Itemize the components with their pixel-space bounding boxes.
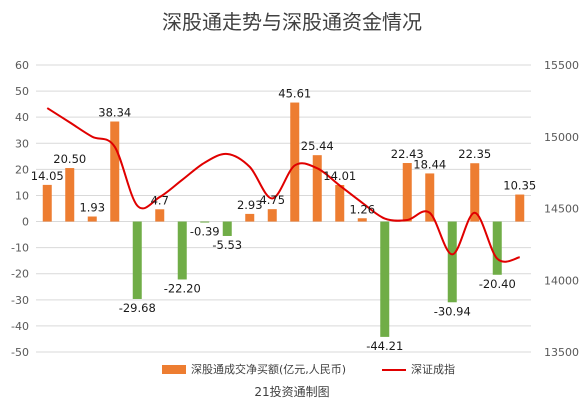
source-caption: 21投资通制图 [254, 384, 329, 399]
axis-ticks: 60 50 40 30 20 10 0 -10 -20 -30 -40 -50 15500 15000 14… [11, 59, 579, 359]
bar [425, 173, 435, 222]
bar-value-label: 20.50 [53, 152, 86, 166]
bar-value-label: 45.61 [278, 87, 311, 101]
bar-value-label: -22.20 [164, 281, 201, 295]
bar-value-label: 4.7 [151, 193, 169, 207]
bar [492, 221, 502, 275]
bar [515, 194, 525, 222]
bar-value-label: 25.44 [301, 139, 334, 153]
bar [87, 216, 97, 222]
index-line [46, 107, 520, 263]
legend: 深股通成交净买额(亿元,人民币) 深证成指 [162, 362, 455, 376]
left-axis-tick-label: 0 [22, 216, 29, 229]
left-axis-tick-label: -50 [11, 346, 29, 359]
bar-value-label: 1.93 [79, 201, 105, 215]
line-series [46, 107, 520, 263]
bar [42, 184, 52, 222]
bar [110, 121, 120, 222]
bar [245, 213, 255, 222]
legend-swatch-bar [162, 365, 186, 374]
bar [132, 221, 142, 299]
bar-value-label: 22.35 [458, 147, 491, 161]
left-axis-tick-label: 10 [15, 189, 29, 202]
left-axis-tick-label: 20 [15, 163, 29, 176]
left-axis-tick-label: -40 [11, 320, 29, 333]
bar [200, 221, 210, 223]
right-axis-tick-label: 15000 [544, 131, 579, 144]
bar [222, 221, 232, 236]
bar-value-label: 38.34 [98, 106, 131, 120]
bar-value-label: -29.68 [119, 301, 156, 315]
right-axis-tick-label: 14000 [544, 274, 579, 287]
bar [155, 209, 165, 222]
bar [290, 102, 300, 222]
bar-series [42, 102, 525, 337]
bar [267, 209, 277, 222]
left-axis-tick-label: 30 [15, 137, 29, 150]
bar-value-label: -30.94 [434, 304, 471, 318]
bar-value-label: 14.01 [323, 169, 356, 183]
bar [380, 221, 390, 337]
bar-value-label: 14.05 [31, 169, 64, 183]
right-axis-tick-label: 14500 [544, 203, 579, 216]
left-axis-tick-label: -10 [11, 242, 29, 255]
bar-value-label: 10.35 [503, 179, 536, 193]
left-axis-tick-label: -20 [11, 268, 29, 281]
data-labels: 14.0520.501.9338.34-29.684.7-22.20-0.39-… [31, 87, 536, 353]
bar [402, 163, 412, 222]
left-axis-tick-label: 60 [15, 59, 29, 72]
legend-label-line: 深证成指 [411, 362, 455, 376]
left-axis-tick-label: 50 [15, 85, 29, 98]
bar [335, 184, 345, 222]
left-axis-tick-label: 40 [15, 111, 29, 124]
legend-label-bar: 深股通成交净买额(亿元,人民币) [191, 362, 346, 376]
bar [65, 168, 75, 222]
bar-value-label: 18.44 [413, 157, 446, 171]
chart-title: 深股通走势与深股通资金情况 [162, 10, 422, 34]
bar [447, 221, 457, 303]
bar [312, 155, 322, 222]
bar-value-label: -20.40 [479, 277, 516, 291]
bar [357, 218, 367, 222]
bar [177, 221, 187, 280]
bar [470, 163, 480, 222]
right-axis-tick-label: 13500 [544, 346, 579, 359]
bar-value-label: 1.26 [349, 202, 375, 216]
bar-value-label: 4.75 [259, 193, 285, 207]
bar-value-label: 2.93 [237, 198, 263, 212]
bar-value-label: 22.43 [391, 147, 424, 161]
right-axis-tick-label: 15500 [544, 59, 579, 72]
left-axis-tick-label: -30 [11, 294, 29, 307]
bar-value-label: -0.39 [190, 225, 220, 239]
bar-value-label: -44.21 [366, 339, 403, 353]
bar-value-label: -5.53 [212, 238, 242, 252]
